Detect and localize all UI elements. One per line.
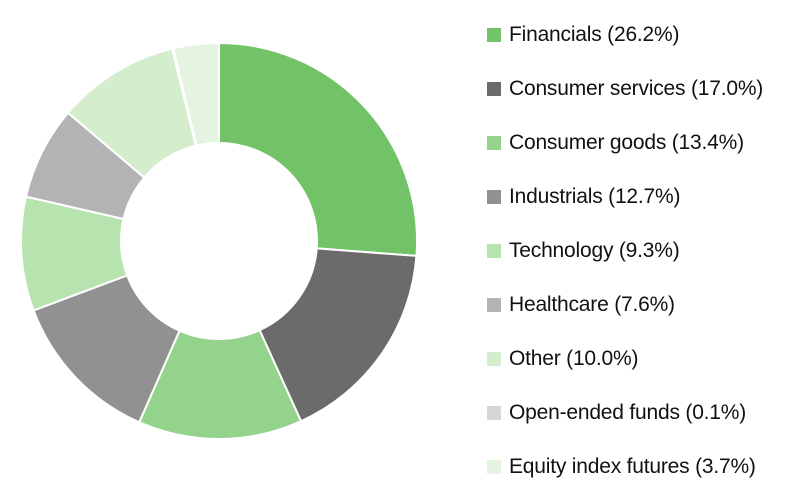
legend-label-technology: Technology (9.3%) xyxy=(509,239,680,262)
legend-item-consumer-goods: Consumer goods (13.4%) xyxy=(487,116,797,170)
legend-item-equity-index-futures: Equity index futures (3.7%) xyxy=(487,440,797,494)
legend-label-healthcare: Healthcare (7.6%) xyxy=(509,293,675,316)
legend-item-industrials: Industrials (12.7%) xyxy=(487,170,797,224)
legend-item-technology: Technology (9.3%) xyxy=(487,224,797,278)
legend-swatch-consumer-goods xyxy=(487,136,501,150)
legend-swatch-consumer-services xyxy=(487,82,501,96)
legend-item-financials: Financials (26.2%) xyxy=(487,8,797,62)
legend-swatch-healthcare xyxy=(487,298,501,312)
slice-equity-index-futures xyxy=(172,41,220,147)
legend-item-consumer-services: Consumer services (17.0%) xyxy=(487,62,797,116)
legend-swatch-open-ended-funds xyxy=(487,406,501,420)
legend-label-equity-index-futures: Equity index futures (3.7%) xyxy=(509,455,756,478)
legend-label-consumer-services: Consumer services (17.0%) xyxy=(509,77,764,100)
legend-label-open-ended-funds: Open-ended funds (0.1%) xyxy=(509,401,747,424)
legend-label-other: Other (10.0%) xyxy=(509,347,639,370)
slice-financials xyxy=(218,41,418,257)
legend-swatch-financials xyxy=(487,28,501,42)
legend-swatch-other xyxy=(487,352,501,366)
legend-swatch-technology xyxy=(487,244,501,258)
chart-legend: Financials (26.2%) Consumer services (17… xyxy=(487,8,797,494)
legend-label-consumer-goods: Consumer goods (13.4%) xyxy=(509,131,744,154)
legend-swatch-industrials xyxy=(487,190,501,204)
legend-item-other: Other (10.0%) xyxy=(487,332,797,386)
legend-swatch-equity-index-futures xyxy=(487,460,501,474)
slice-consumer-services xyxy=(258,247,418,423)
legend-label-financials: Financials (26.2%) xyxy=(509,23,680,46)
legend-item-open-ended-funds: Open-ended funds (0.1%) xyxy=(487,386,797,440)
donut-chart xyxy=(20,41,418,440)
legend-item-healthcare: Healthcare (7.6%) xyxy=(487,278,797,332)
legend-label-industrials: Industrials (12.7%) xyxy=(509,185,681,208)
